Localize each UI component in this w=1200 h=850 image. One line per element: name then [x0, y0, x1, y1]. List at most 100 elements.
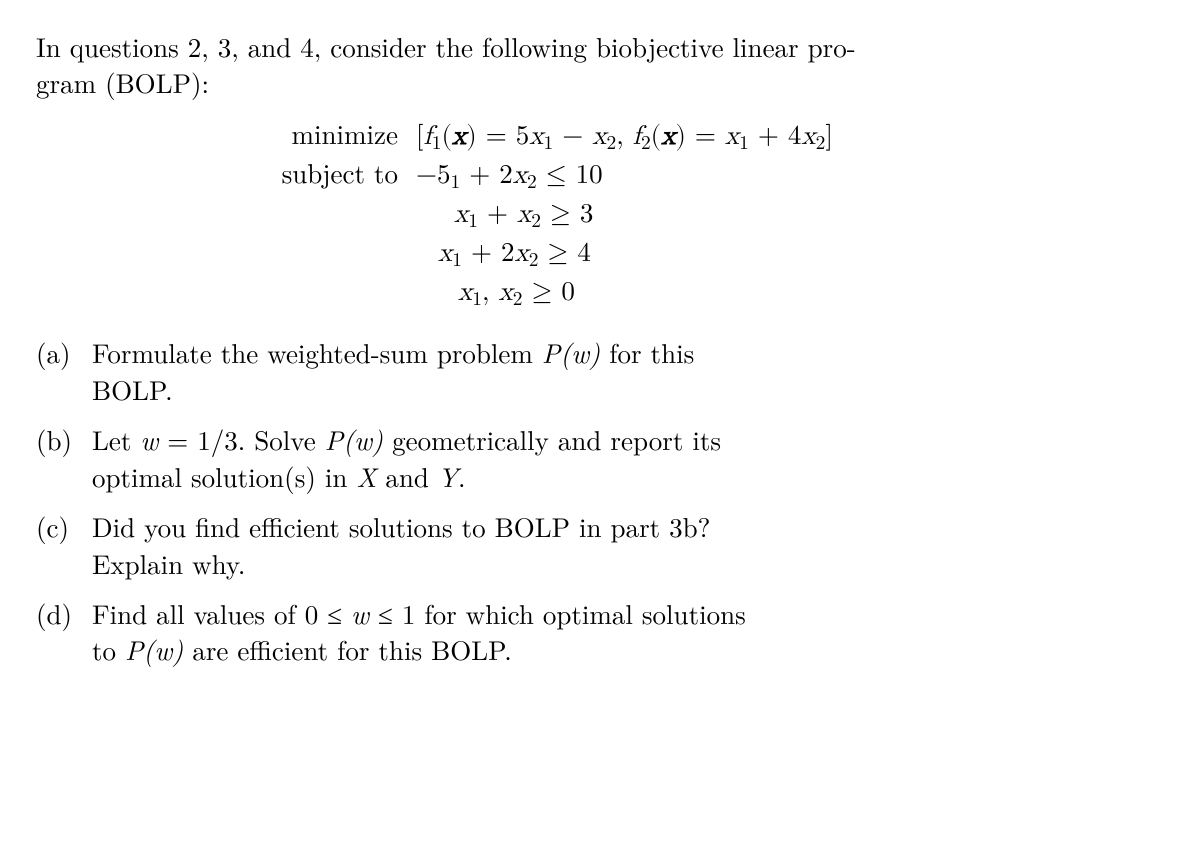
part-a-body: Formulate the weighted-sum problem P(w) … — [92, 334, 1164, 407]
sep: , — [616, 123, 632, 150]
c3-rhs: 4 — [577, 240, 591, 267]
b-text1: Let — [92, 420, 140, 458]
b-w: w — [140, 420, 158, 458]
b-eq: = 1/3. Solve — [158, 420, 324, 458]
part-d: (d) Find all values of 0 ≤ w ≤ 1 for whi… — [36, 595, 1164, 668]
coef-4: 4 — [788, 123, 802, 150]
c-text2: Explain why. — [92, 544, 245, 582]
subject-label: subject to — [36, 158, 416, 194]
b-text3: optimal solution(s) in — [92, 457, 356, 495]
x2: x — [592, 123, 606, 150]
sub2: 2 — [606, 133, 616, 153]
d-text1: Find all values of 0 ≤ — [92, 594, 351, 632]
d-text3: to — [92, 630, 125, 668]
nn-x1: x — [458, 279, 472, 306]
c3-sub2: 2 — [529, 250, 539, 270]
constraint2-row: x1 + x2 ≥ 3 — [36, 197, 1164, 234]
c3-plus: + — [462, 240, 501, 267]
sub1b: 1 — [739, 133, 749, 153]
c1-sub2: 2 — [527, 172, 537, 192]
x-bold2: x — [661, 123, 675, 150]
c2-sub2: 2 — [531, 211, 541, 231]
c-text1: Did you find efficient solutions to BOLP… — [92, 507, 710, 545]
part-d-body: Find all values of 0 ≤ w ≤ 1 for which o… — [92, 595, 1164, 668]
c2-sub1: 1 — [468, 211, 478, 231]
objective-expr: [f1(x) = 5x1 − x2, f2(x) = x1 + 4x2] — [416, 119, 833, 156]
nn-rhs: 0 — [561, 279, 575, 306]
minus: − — [553, 123, 592, 150]
c1-2: 2 — [499, 162, 513, 189]
b-text2: geometrically and report its — [383, 420, 721, 458]
part-b-label: (b) — [36, 421, 92, 494]
c2-rhs: 3 — [580, 201, 594, 228]
d-text2: ≤ 1 for which optimal solutions — [369, 594, 746, 632]
x1b: x — [725, 123, 739, 150]
c1-neg5: −5 — [416, 162, 451, 189]
bracket-open: [ — [416, 123, 424, 150]
sub1: 1 — [544, 133, 554, 153]
c3-2: 2 — [501, 240, 515, 267]
sub2b: 2 — [816, 133, 826, 153]
c3-expr: x1 + 2x2 ≥ 4 — [416, 236, 591, 273]
eq: = — [477, 123, 516, 150]
minimize-label: minimize — [36, 119, 416, 155]
nn-x2: x — [498, 279, 512, 306]
coef-5: 5 — [516, 123, 530, 150]
c3-x1: x — [438, 240, 452, 267]
x-bold: x — [452, 123, 466, 150]
d-text4: are efficient for this BOLP. — [183, 630, 511, 668]
nn-expr: x1, x2 ≥ 0 — [416, 275, 575, 312]
c1-leq: ≤ — [537, 162, 576, 189]
x2b: x — [801, 123, 815, 150]
b-dot: . — [458, 457, 466, 495]
c2-geq: ≥ — [541, 201, 580, 228]
c2-x1: x — [454, 201, 468, 228]
plus: + — [749, 123, 788, 150]
paren-close: ) — [466, 123, 477, 150]
b-y: Y — [438, 457, 458, 495]
part-b-body: Let w = 1/3. Solve P(w) geometrically an… — [92, 421, 1164, 494]
part-a: (a) Formulate the weighted-sum problem P… — [36, 334, 1164, 407]
paren-open2: ( — [651, 123, 662, 150]
f1-sub: 1 — [432, 133, 442, 153]
d-pw: P(w) — [125, 630, 183, 668]
c3-x2: x — [514, 240, 528, 267]
f2-sub: 2 — [641, 133, 651, 153]
c1-plus: + — [460, 162, 499, 189]
c2-plus: + — [478, 201, 517, 228]
eq2: = — [686, 123, 725, 150]
c2-x2: x — [517, 201, 531, 228]
objective-row: minimize [f1(x) = 5x1 − x2, f2(x) = x1 +… — [36, 119, 1164, 156]
part-c-label: (c) — [36, 508, 92, 581]
nn-geq: ≥ — [522, 279, 561, 306]
c1-x2: x — [513, 162, 527, 189]
nonneg-row: x1, x2 ≥ 0 — [36, 275, 1164, 312]
intro-line1: In questions 2, 3, and 4, consider the f… — [36, 27, 856, 65]
part-a-label: (a) — [36, 334, 92, 407]
part-c: (c) Did you find efficient solutions to … — [36, 508, 1164, 581]
c2-expr: x1 + x2 ≥ 3 — [416, 197, 593, 234]
c3-sub1: 1 — [452, 250, 462, 270]
paren-open: ( — [442, 123, 453, 150]
nn-comma: , — [482, 279, 498, 306]
nn-sub1: 1 — [472, 289, 482, 309]
question-parts: (a) Formulate the weighted-sum problem P… — [36, 334, 1164, 668]
intro-line2: gram (BOLP): — [36, 63, 209, 101]
a-text2: for this — [600, 333, 694, 371]
bracket-close: ] — [825, 123, 833, 150]
part-c-body: Did you find efficient solutions to BOLP… — [92, 508, 1164, 581]
c1-expr: −51 + 2x2 ≤ 10 — [416, 158, 603, 195]
a-text3: BOLP. — [92, 370, 173, 408]
intro-text: In questions 2, 3, and 4, consider the f… — [36, 28, 1164, 101]
part-d-label: (d) — [36, 595, 92, 668]
math-block: minimize [f1(x) = 5x1 − x2, f2(x) = x1 +… — [36, 119, 1164, 312]
b-and: and — [376, 457, 438, 495]
f1: f — [424, 123, 432, 150]
b-x: X — [356, 457, 376, 495]
paren-close2: ) — [675, 123, 686, 150]
a-pw: P(w) — [542, 333, 600, 371]
b-pw: P(w) — [325, 420, 383, 458]
a-text1: Formulate the weighted-sum problem — [92, 333, 542, 371]
part-b: (b) Let w = 1/3. Solve P(w) geometricall… — [36, 421, 1164, 494]
c1-rhs: 10 — [576, 162, 603, 189]
